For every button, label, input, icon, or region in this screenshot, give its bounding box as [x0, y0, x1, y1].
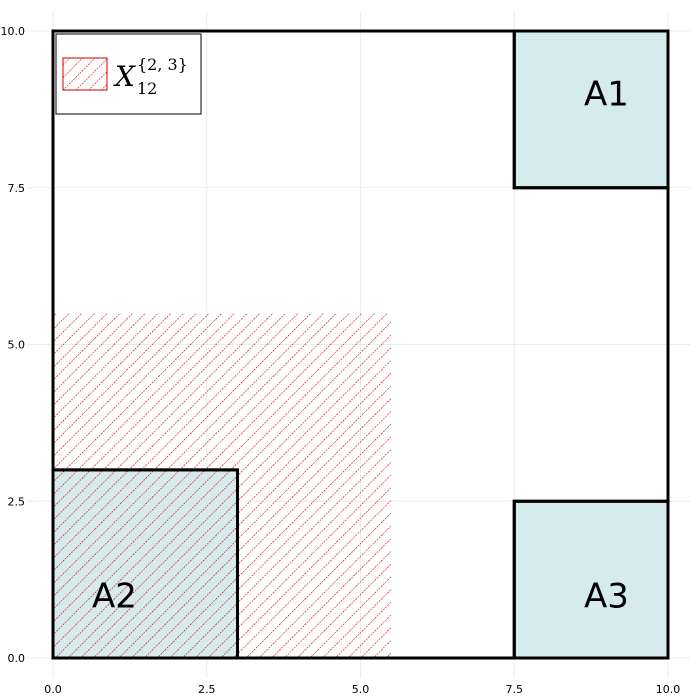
region-label-a1: A1	[584, 75, 629, 115]
plot-border	[51, 29, 670, 660]
region-labels: A1 A2 A3	[92, 75, 629, 617]
legend-swatch	[62, 57, 108, 91]
x-tick-label: 5.0	[352, 683, 370, 696]
hatched-region-layer	[51, 29, 670, 660]
legend-subscript: 12	[137, 79, 157, 98]
y-tick-label: 7.5	[8, 182, 26, 195]
legend: X {2, 3} 12	[55, 33, 202, 115]
hatched-region	[53, 313, 392, 658]
region-label-a2: A2	[92, 576, 137, 616]
y-tick-label: 5.0	[8, 339, 26, 352]
x-tick-label: 10.0	[656, 683, 681, 696]
y-tick-label: 2.5	[8, 495, 26, 508]
plot-frame	[51, 29, 670, 660]
legend-symbol: X	[113, 60, 136, 93]
legend-label: X {2, 3} 12	[113, 55, 193, 98]
region-label-a3: A3	[584, 576, 629, 616]
legend-superscript: {2, 3}	[137, 55, 188, 74]
y-tick-label: 10.0	[1, 25, 26, 38]
x-tick-label: 2.5	[198, 683, 216, 696]
x-tick-label: 7.5	[506, 683, 524, 696]
tick-labels: 0.0 2.5 5.0 7.5 10.0 0.0 2.5 5.0 7.5 10.0	[1, 25, 681, 696]
y-tick-label: 0.0	[8, 652, 26, 665]
x-tick-label: 0.0	[44, 683, 62, 696]
